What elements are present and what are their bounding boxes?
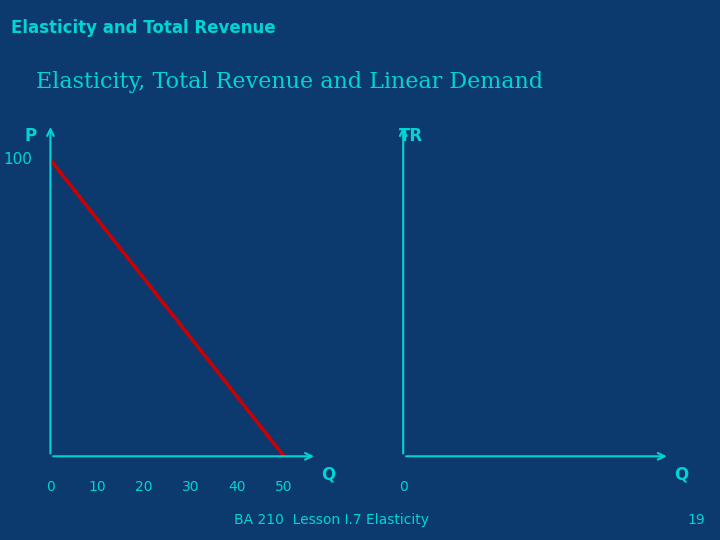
Text: 50: 50	[275, 480, 293, 494]
Text: P: P	[24, 127, 37, 145]
Text: 0: 0	[46, 480, 55, 494]
Text: BA 210  Lesson I.7 Elasticity: BA 210 Lesson I.7 Elasticity	[234, 513, 428, 526]
Text: 10: 10	[89, 480, 106, 494]
Text: Q: Q	[674, 465, 688, 483]
Text: 20: 20	[135, 480, 153, 494]
Text: 0: 0	[399, 480, 408, 494]
Text: Elasticity, Total Revenue and Linear Demand: Elasticity, Total Revenue and Linear Dem…	[36, 71, 543, 93]
Text: 100: 100	[3, 152, 32, 167]
Text: 40: 40	[228, 480, 246, 494]
Text: 19: 19	[688, 513, 706, 526]
Text: Elasticity and Total Revenue: Elasticity and Total Revenue	[11, 18, 276, 37]
Text: TR: TR	[399, 127, 423, 145]
Text: 30: 30	[182, 480, 199, 494]
Text: Q: Q	[321, 465, 336, 483]
